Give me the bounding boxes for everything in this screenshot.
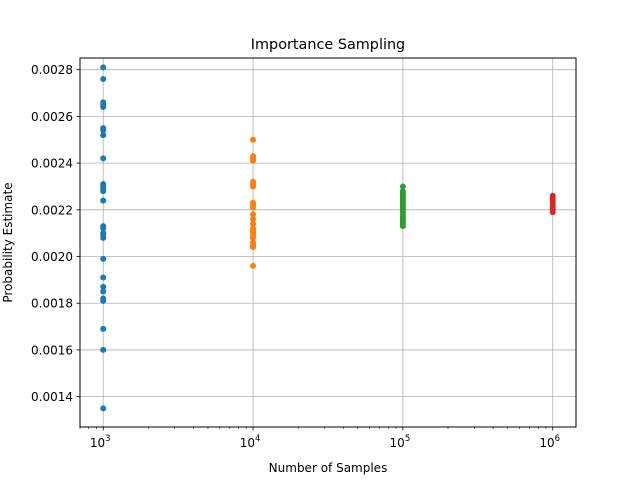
data-point bbox=[100, 188, 107, 195]
data-point bbox=[250, 234, 257, 241]
chart-title: Importance Sampling bbox=[251, 37, 405, 53]
data-point bbox=[399, 223, 406, 230]
plot-area-frame bbox=[79, 57, 577, 428]
data-point bbox=[100, 405, 107, 412]
minor-ticks bbox=[79, 427, 547, 429]
x-tick-label: 103 bbox=[90, 434, 111, 450]
data-point bbox=[100, 132, 107, 139]
data-point bbox=[100, 288, 107, 295]
data-point bbox=[100, 234, 107, 241]
data-point bbox=[250, 220, 257, 227]
data-point bbox=[250, 204, 257, 211]
x-tick-label: 105 bbox=[390, 434, 411, 450]
data-point bbox=[100, 127, 107, 134]
data-point bbox=[250, 183, 257, 190]
data-point bbox=[399, 183, 406, 190]
y-tick-label: 0.0018 bbox=[31, 297, 73, 311]
data-point bbox=[100, 197, 107, 204]
data-point bbox=[250, 244, 257, 251]
y-tick-label: 0.0016 bbox=[31, 343, 73, 357]
data-point bbox=[100, 225, 107, 232]
data-points bbox=[100, 64, 556, 412]
y-tick-label: 0.0026 bbox=[31, 110, 73, 124]
y-tick-label: 0.0020 bbox=[31, 250, 73, 264]
data-point bbox=[100, 64, 107, 71]
y-axis-label: Probability Estimate bbox=[1, 182, 15, 302]
data-point bbox=[100, 325, 107, 332]
data-point bbox=[100, 274, 107, 281]
data-point bbox=[100, 155, 107, 162]
y-axis-ticks: 0.0014 0.0016 0.0018 0.0020 0.0022 0.0024 0.00… bbox=[31, 63, 80, 404]
data-point bbox=[100, 346, 107, 353]
data-point bbox=[250, 216, 257, 223]
y-tick-label: 0.0022 bbox=[31, 203, 73, 217]
y-tick-label: 0.0024 bbox=[31, 157, 73, 171]
y-tick-label: 0.0028 bbox=[31, 63, 73, 77]
x-axis-label: Number of Samples bbox=[269, 461, 388, 475]
data-point bbox=[250, 136, 257, 143]
data-point bbox=[250, 157, 257, 164]
x-tick-label: 106 bbox=[539, 434, 560, 450]
data-point bbox=[549, 209, 556, 216]
data-point bbox=[100, 283, 107, 290]
data-point bbox=[100, 76, 107, 83]
data-point bbox=[250, 211, 257, 218]
grid bbox=[80, 58, 576, 427]
x-tick-label: 104 bbox=[240, 434, 261, 450]
data-point bbox=[100, 255, 107, 262]
data-point bbox=[100, 104, 107, 111]
x-axis-ticks: 103 104 105 106 bbox=[90, 427, 560, 450]
y-tick-label: 0.0014 bbox=[31, 390, 73, 404]
data-point bbox=[250, 262, 257, 269]
data-point bbox=[100, 297, 107, 304]
